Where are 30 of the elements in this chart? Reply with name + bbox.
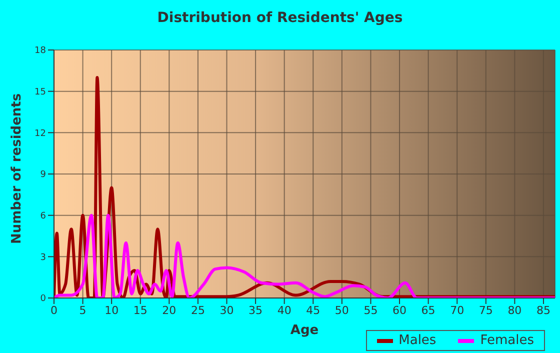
x-tick-label: 20	[162, 304, 176, 317]
x-tick-label: 35	[248, 304, 263, 317]
x-tick-label: 30	[220, 304, 234, 317]
x-tick-label: 0	[50, 304, 58, 317]
y-tick-label: 18	[34, 46, 46, 56]
x-axis-title: Age	[290, 323, 319, 338]
x-tick-label: 85	[536, 304, 550, 317]
y-tick-label: 0	[40, 294, 46, 304]
legend-label: Females	[480, 333, 534, 348]
x-tick-label: 70	[450, 304, 464, 317]
x-tick-label: 40	[277, 304, 292, 317]
x-tick-label: 15	[133, 304, 148, 317]
x-tick-label: 45	[306, 304, 320, 317]
chart-title: Distribution of Residents' Ages	[156, 10, 404, 26]
x-tick-label: 60	[392, 304, 407, 317]
x-tick-label: 25	[190, 304, 205, 317]
legend-label: Males	[398, 333, 436, 348]
y-tick-label: 15	[34, 88, 46, 98]
y-tick-label: 3	[40, 252, 46, 263]
y-tick-label: 12	[34, 128, 46, 139]
x-tick-label: 10	[104, 304, 119, 317]
x-tick-label: 55	[364, 304, 378, 317]
y-axis-title: Number of residents	[10, 93, 25, 244]
x-tick-label: 65	[421, 304, 436, 317]
y-tick-label: 6	[40, 212, 46, 222]
x-tick-label: 80	[508, 304, 522, 317]
y-tick-label: 9	[40, 170, 46, 180]
x-tick-label: 50	[334, 304, 349, 317]
x-tick-label: 75	[478, 304, 493, 317]
x-tick-label: 5	[79, 304, 86, 317]
